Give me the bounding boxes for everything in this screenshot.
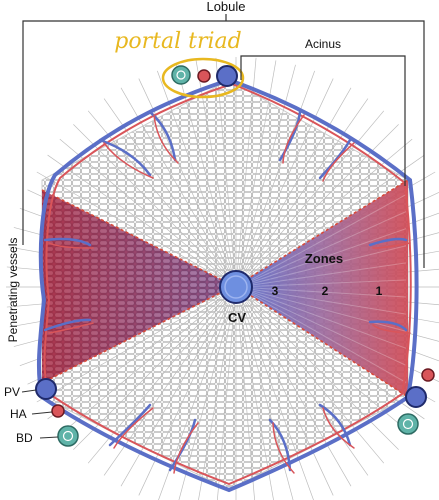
lobule-label: Lobule [206,0,245,14]
portal-triad-right [397,368,435,435]
penetrating-vessels-label: Penetrating vessels [6,238,20,343]
portal-venule-branch [98,138,152,177]
portal-triad-annotation: portal triad [114,29,241,54]
arteriole-branch [113,407,154,449]
sinusoid-line [246,301,369,476]
sinusoid-line [120,302,228,487]
arteriole-branch [282,114,305,164]
sinusoid-line [248,299,399,450]
portal-vein-icon [216,65,238,87]
portal-triad-top [161,57,245,99]
portal-venule-branch [108,403,152,447]
arteriole-branch [173,422,199,474]
sinusoid-line [243,303,334,496]
bd-icon [57,425,79,447]
cv-label: CV [228,310,246,325]
arteriole-branch [322,142,355,182]
pv-label: PV [4,385,20,399]
bd-label: BD [16,431,33,445]
lobule-bracket [22,14,425,268]
zone-streak [237,194,407,288]
ha-icon [51,404,65,418]
zones-acinus [234,179,409,398]
arteriole-branch [103,142,154,179]
sinusoid-line [178,304,232,500]
sinusoid-line [138,303,229,496]
sinusoid-line [36,171,221,279]
acinus-bracket [240,55,406,186]
perimeter-vessels [36,77,419,493]
sinusoid-line [243,78,334,271]
zone-streak [237,286,407,315]
zone-streak [237,228,407,288]
zone-streak [237,245,407,288]
portal-venule-branch [278,110,302,162]
sinusoid-line [176,64,232,270]
portal-venule-branch [318,403,352,447]
sinusoid-line [240,64,296,270]
portal-triad-annotation-circle [161,57,245,99]
zone-streak [237,286,407,349]
sinusoid-line [248,124,399,275]
sinusoid-line [87,110,225,274]
zone-streak [237,211,407,288]
arteriole-branch [322,407,355,449]
zone-streak [237,286,407,332]
sinusoid-line [247,300,385,464]
zone-streak [237,286,407,383]
sinusoid-line [238,304,274,500]
sinusoid-line [240,304,294,500]
acinus-label: Acinus [305,37,341,51]
sinusoid-line [215,57,235,270]
zone-2-label: 2 [322,284,329,298]
zone-streak [237,286,407,298]
sinusoid-line [244,87,352,272]
bile-duct-icon [171,65,191,85]
arteriole-branch [48,242,94,249]
portal-triad-left [35,378,79,447]
zone-streak [237,262,407,288]
central-vein [219,270,253,304]
portal-venule-branch [318,138,352,180]
triad-leader-lines [21,389,59,439]
portal-venule-branch [168,418,197,472]
ha-label: HA [10,407,27,421]
zone-1-label: 1 [376,284,383,298]
portal-venule-branch [368,320,408,332]
sinusoid-line [47,154,222,277]
zone-3-label: 3 [272,284,279,298]
arteriole-branch [272,422,295,474]
sinusoid-line [241,70,315,271]
sinusoid-line [247,110,385,274]
arteriole-branch [372,242,411,249]
sinusoid-line [244,302,352,487]
sinusoid-line [59,138,223,276]
sinusoid-line [47,297,222,420]
arteriole-branch [153,114,179,164]
sinusoid-line [36,295,221,403]
portal-venule-branch [368,237,408,247]
hepatic-artery-icon [197,69,211,83]
sinusoid-line [246,98,369,273]
arteriole-branch [48,322,94,334]
sinusoid-line [59,298,223,436]
zones-label: Zones [305,251,343,266]
portal-venule-branch [43,318,92,332]
portal-venule-branch [43,237,92,247]
pv-icon [35,378,57,400]
arteriole-branch [372,324,411,334]
zone-streak [237,286,407,366]
zone-streak [237,279,407,288]
sinusoid-line [241,303,314,500]
